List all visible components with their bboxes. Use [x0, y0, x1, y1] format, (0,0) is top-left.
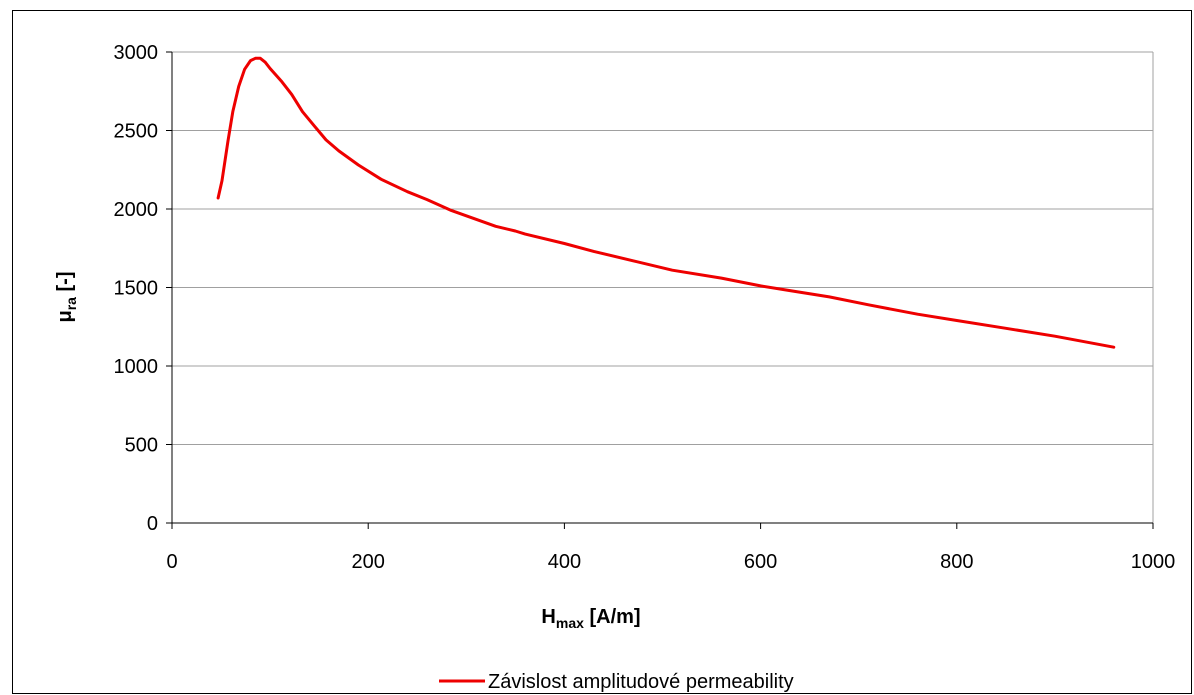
y-axis-title: μra [-]: [54, 271, 79, 322]
x-tick-label: 600: [744, 551, 777, 573]
chart-frame: 0 500 1000 1500 2000 2500 3000 0 200 400 600 800 100…: [12, 10, 1192, 694]
axes: 0 500 1000 1500 2000 2500 3000 0 200 400 600 800 100…: [114, 42, 1176, 573]
legend-label: Závislost amplitudové permeability: [488, 671, 794, 693]
x-tick-label: 800: [940, 551, 973, 573]
gridlines: [172, 51, 1153, 445]
y-tick-label: 2000: [114, 199, 159, 221]
y-tick-label: 1500: [114, 278, 159, 300]
y-tick-label: 1000: [114, 356, 159, 378]
y-axis-title-rest: [-]: [54, 271, 76, 297]
x-axis-title: Hmax [A/m]: [541, 606, 640, 631]
legend: Závislost amplitudové permeability: [439, 671, 794, 693]
y-tick-label: 0: [147, 513, 158, 535]
x-axis-title-sub: max: [556, 615, 584, 631]
y-tick-label: 500: [125, 435, 158, 457]
series-layer: [216, 56, 1116, 349]
y-axis-title-sub: ra: [63, 297, 79, 310]
chart-svg: 0 500 1000 1500 2000 2500 3000 0 200 400 600 800 100…: [54, 42, 1176, 693]
x-axis-title-main: H: [541, 606, 555, 628]
series-line: [216, 56, 1116, 349]
y-tick-label: 3000: [114, 42, 159, 64]
x-tick-label: 0: [166, 551, 177, 573]
x-tick-label: 1000: [1131, 551, 1176, 573]
y-axis-title-main: μ: [54, 310, 76, 322]
x-tick-label: 400: [548, 551, 581, 573]
x-axis-title-rest: [A/m]: [584, 606, 641, 628]
x-tick-label: 200: [352, 551, 385, 573]
y-tick-label: 2500: [114, 121, 159, 143]
